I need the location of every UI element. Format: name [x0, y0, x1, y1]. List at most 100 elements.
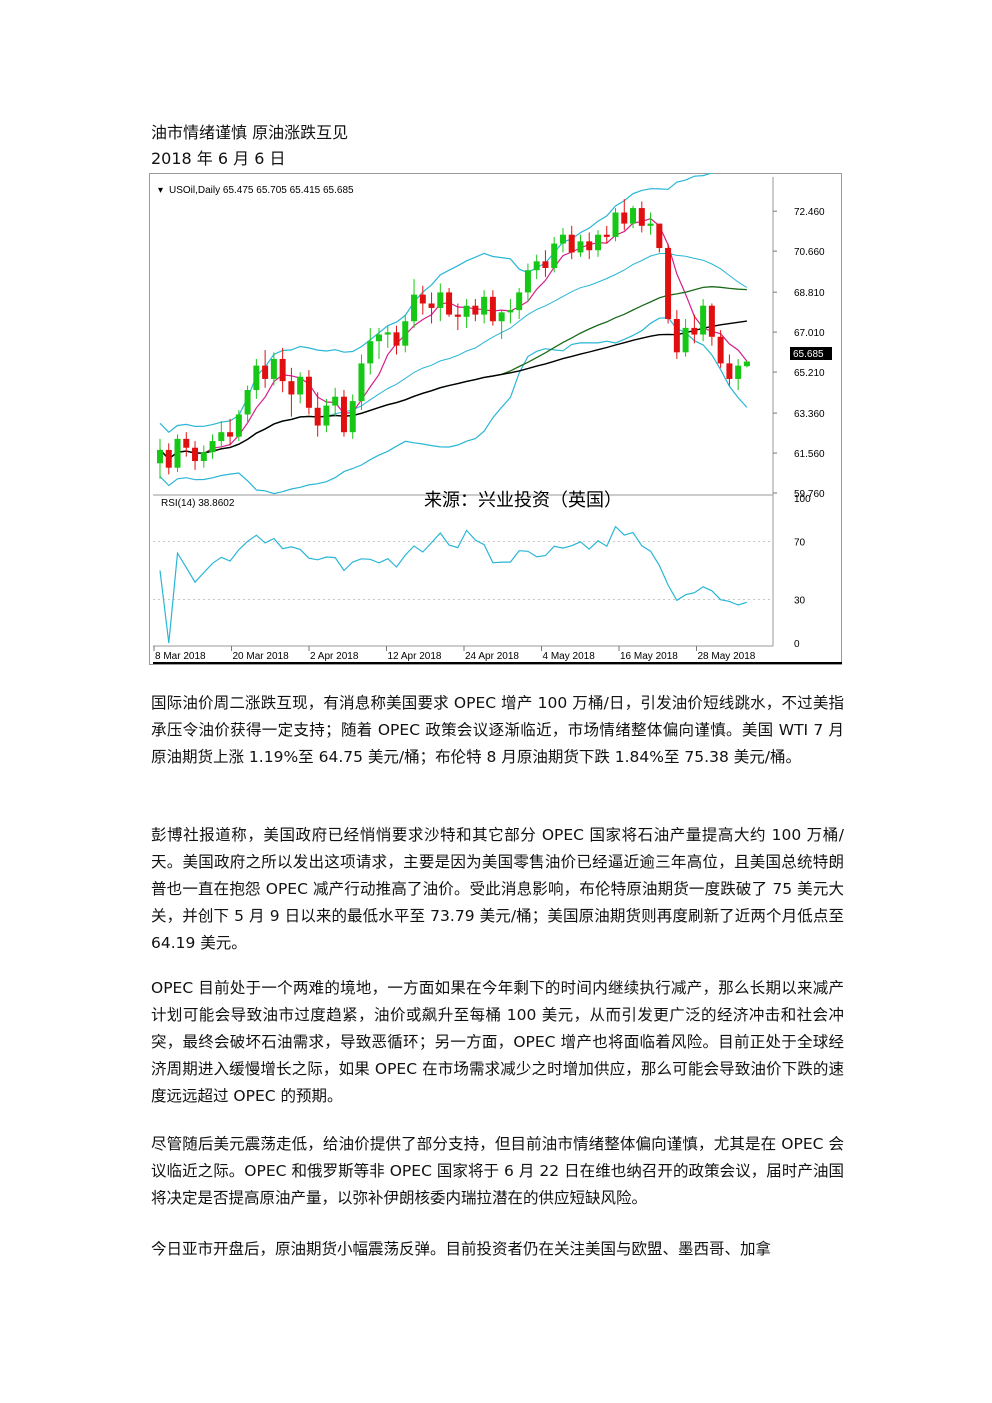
current-price-label: 65.685	[793, 349, 824, 360]
candle-body	[743, 361, 750, 367]
price-tick-label: 70.660	[794, 247, 825, 258]
ma-short-line	[159, 218, 748, 460]
candle-body	[621, 212, 628, 224]
candle-body	[595, 234, 601, 251]
rsi-tick-label: 0	[794, 639, 800, 650]
candle-body	[498, 312, 505, 322]
price-tick-label: 72.460	[794, 207, 825, 218]
candle-body	[463, 305, 470, 317]
price-tick-label: 68.810	[794, 288, 825, 299]
candle-body	[568, 234, 575, 253]
candle-body	[446, 292, 453, 315]
candle-body	[262, 365, 269, 379]
candle-body	[288, 381, 295, 395]
current-price-badge	[790, 347, 832, 360]
candle-body	[393, 332, 400, 346]
candle-body	[437, 292, 444, 308]
candle-body	[551, 243, 558, 268]
price-tick-label: 67.010	[794, 328, 825, 339]
price-tick-label: 59.760	[794, 489, 825, 500]
candle-body	[691, 327, 698, 335]
paragraph-text: OPEC 目前处于一个两难的境地，一方面如果在今年剩下的时间内继续执行减产，那么…	[151, 979, 844, 1105]
candle-body	[647, 223, 654, 226]
price-tick-label: 63.360	[794, 409, 825, 420]
date-label: 12 Apr 2018	[388, 651, 442, 662]
chart-dropdown-icon[interactable]: ▾	[158, 185, 163, 196]
candle-body	[735, 365, 742, 379]
candle-body	[305, 376, 312, 408]
paragraph-text: 彭博社报道称，美国政府已经悄悄要求沙特和其它部分 OPEC 国家将石油产量提高大…	[151, 826, 844, 952]
date-label: 28 May 2018	[698, 651, 756, 662]
candle-body	[376, 334, 382, 342]
candle-body	[700, 305, 707, 335]
candle-body	[253, 365, 260, 391]
candle-body	[717, 336, 724, 364]
rsi-label: RSI(14) 38.8602	[161, 498, 235, 509]
price-tick-label: 61.560	[794, 449, 825, 460]
date-label: 20 Mar 2018	[233, 651, 290, 662]
candle-body	[507, 310, 514, 313]
paragraph-text: 尽管随后美元震荡走低，给油价提供了部分支持，但目前油市情绪整体偏向谨慎，尤其是在…	[151, 1135, 844, 1207]
rsi-tick-label: 100	[794, 494, 811, 505]
date-label: 16 May 2018	[620, 651, 678, 662]
candle-body	[402, 321, 409, 346]
candle-body	[638, 208, 645, 226]
candle-body	[183, 438, 190, 448]
candle-body	[472, 305, 479, 315]
candle-body	[656, 223, 663, 249]
rsi-tick-label: 30	[794, 596, 806, 607]
rsi-line	[159, 525, 748, 644]
date-label: 4 May 2018	[543, 651, 596, 662]
article-date: 2018 年 6 月 6 日	[151, 149, 286, 168]
candle-body	[708, 305, 715, 337]
candle-body	[665, 248, 672, 320]
candle-body	[419, 294, 426, 304]
date-label: 24 Apr 2018	[465, 651, 519, 662]
candle-body	[279, 358, 286, 382]
candle-body	[489, 296, 496, 322]
candle-body	[542, 261, 549, 268]
candle-body	[612, 212, 619, 237]
candle-body	[340, 396, 347, 433]
candle-body	[533, 261, 540, 271]
candle-body	[630, 208, 637, 224]
date-label: 8 Mar 2018	[155, 651, 206, 662]
paragraph-text: 国际油价周二涨跌互现，有消息称美国要求 OPEC 增产 100 万桶/日，引发油…	[151, 694, 844, 766]
candle-body	[481, 296, 488, 315]
candle-body	[524, 270, 531, 293]
paragraph-2: 彭博社报道称，美国政府已经悄悄要求沙特和其它部分 OPEC 国家将石油产量提高大…	[151, 822, 844, 957]
candle-body	[165, 449, 172, 468]
paragraph-3: OPEC 目前处于一个两难的境地，一方面如果在今年剩下的时间内继续执行减产，那么…	[151, 975, 844, 1110]
candle-body	[454, 314, 461, 317]
candle-body	[673, 319, 680, 353]
candle-body	[235, 414, 242, 437]
candle-body	[349, 401, 356, 433]
candle-body	[682, 327, 689, 353]
candle-body	[332, 396, 339, 406]
candle-body	[157, 449, 163, 464]
ma-long-line	[159, 320, 747, 460]
candle-body	[411, 294, 418, 322]
article-title: 油市情绪谨慎 原油涨跌互见	[151, 123, 349, 142]
candle-body	[209, 441, 216, 453]
price-chart: 72.460 70.660 68.810 67.010 65.210 63.360 61.5…	[149, 173, 842, 665]
candle-body	[358, 363, 365, 402]
candle-body	[559, 234, 566, 244]
rsi-tick-label: 70	[794, 538, 806, 549]
candle-body	[314, 407, 321, 426]
candle-body	[603, 234, 610, 237]
candle-body	[192, 447, 199, 462]
candle-body	[227, 432, 234, 437]
chart-frame	[149, 173, 842, 665]
candle-body	[244, 390, 251, 415]
candle-body	[516, 292, 523, 311]
candle-body	[270, 358, 277, 379]
candle-body	[726, 363, 733, 379]
paragraph-1: 国际油价周二涨跌互现，有消息称美国要求 OPEC 增产 100 万桶/日，引发油…	[151, 690, 844, 771]
paragraph-5: 今日亚市开盘后，原油期货小幅震荡反弹。目前投资者仍在关注美国与欧盟、墨西哥、加拿	[151, 1236, 844, 1263]
candle-body	[323, 405, 330, 426]
price-tick-label: 65.210	[794, 368, 825, 379]
candle-body	[367, 341, 374, 364]
bollinger-lower-line	[159, 316, 748, 495]
chart-watermark: 来源：兴业投资（英国）	[424, 490, 622, 511]
